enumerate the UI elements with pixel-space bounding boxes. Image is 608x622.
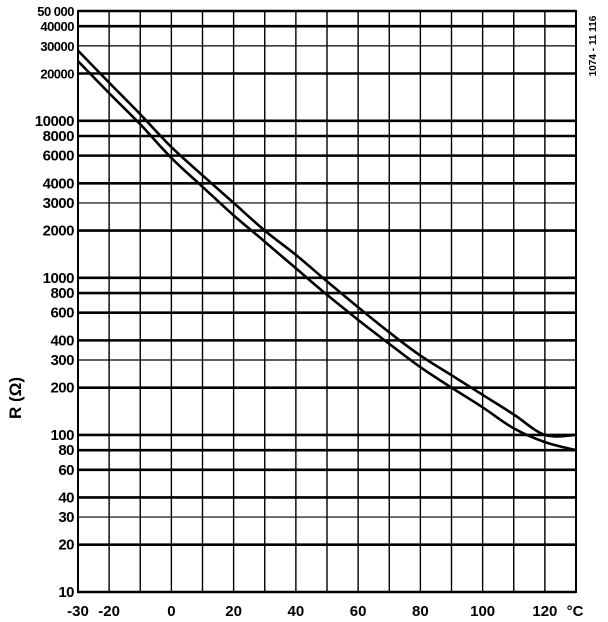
series-1-point: [575, 434, 577, 436]
x-tick-label: 60: [350, 603, 367, 620]
y-tick-label: 400: [50, 332, 74, 349]
x-tick-label: 120: [532, 603, 557, 620]
y-tick-label: 1000: [43, 270, 75, 287]
series-2-point: [481, 406, 484, 409]
y-tick-label: 50 000: [37, 4, 74, 19]
series-1-point: [108, 81, 110, 84]
y-tick-label: 80: [58, 442, 74, 459]
x-tick-label: 100: [470, 603, 495, 620]
series-2-point: [544, 441, 546, 443]
y-tick-label: 10000: [35, 113, 74, 130]
series-2-point: [232, 214, 235, 217]
plot-frame: [77, 10, 577, 593]
series-1-point: [512, 413, 515, 416]
series-1-point: [295, 254, 297, 256]
y-tick-label: 2000: [43, 223, 75, 240]
y-tick-label: 8000: [43, 128, 75, 145]
series-2-point: [326, 294, 328, 296]
x-tick-label: 40: [288, 603, 305, 620]
series-1-point: [481, 394, 484, 396]
series-1-point: [139, 113, 142, 116]
x-tick-label: -20: [98, 603, 120, 620]
series-2-point: [108, 92, 110, 94]
x-axis-unit: °C: [567, 603, 584, 620]
series-1-point: [232, 202, 235, 204]
y-tick-label: 40: [58, 489, 74, 506]
y-tick-label: 800: [50, 285, 74, 302]
y-tick-label: 20: [58, 537, 74, 554]
series-1-point: [357, 306, 359, 309]
y-tick-label: 10: [58, 584, 74, 601]
series-2-point: [201, 185, 204, 188]
series-1-point: [544, 434, 546, 436]
y-tick-label: 600: [50, 305, 74, 322]
series-1-point: [263, 229, 266, 232]
series-1-point: [388, 331, 391, 334]
x-tick-labels: -30 -20 0 20 40 60 80 100 120: [67, 603, 557, 620]
series-2-point: [450, 386, 453, 389]
x-tick-label: 20: [225, 603, 242, 620]
y-tick-label: 40000: [40, 19, 74, 34]
y-tick-label: 30000: [40, 39, 74, 54]
series-2-point: [357, 319, 359, 321]
series-2-point: [388, 343, 391, 345]
curves: [77, 49, 577, 452]
x-tick-label: 80: [412, 603, 429, 620]
series-1-point: [450, 374, 453, 377]
y-tick-label: 60: [58, 462, 74, 479]
series-2-point: [170, 157, 173, 159]
figure-code: 1074 - 11 116: [588, 15, 599, 76]
series-2-point: [295, 267, 297, 270]
y-tick-label: 300: [50, 352, 74, 369]
series-1-point: [170, 146, 173, 148]
series-2-point: [77, 60, 79, 62]
series-2-point: [263, 240, 266, 243]
series-1-point: [419, 354, 422, 357]
series-1-point: [77, 49, 79, 52]
series-2-point: [419, 366, 422, 368]
series-1-point: [201, 174, 204, 177]
x-tick-label: 0: [167, 603, 175, 620]
x-tick-label: -30: [67, 603, 89, 620]
y-axis-label: R (Ω): [6, 377, 25, 419]
y-tick-label: 200: [50, 380, 74, 397]
series-1-point: [326, 280, 328, 283]
series-2-point: [575, 449, 577, 451]
series-2-point: [512, 427, 515, 430]
y-tick-label: 20000: [40, 67, 74, 82]
y-tick-label: 30: [58, 509, 74, 526]
grid: [77, 9, 577, 594]
series-2-point: [139, 123, 142, 126]
y-tick-label: 6000: [43, 148, 75, 165]
y-tick-label: 4000: [43, 175, 75, 192]
y-tick-label: 3000: [43, 195, 75, 212]
y-tick-label: 100: [50, 427, 74, 444]
